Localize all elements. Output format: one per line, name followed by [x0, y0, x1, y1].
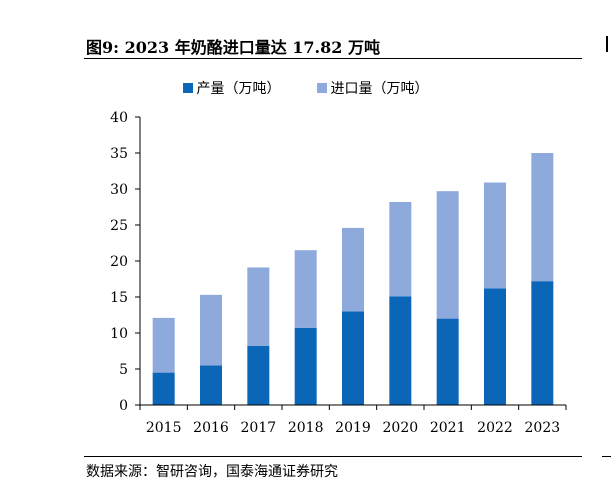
y-tick-label-35: 35	[110, 146, 128, 162]
bar-import-2015	[152, 317, 175, 373]
bar-production-2021	[436, 318, 459, 405]
bar-import-2017	[247, 267, 270, 346]
bar-production-2023	[531, 281, 554, 405]
data-source-note: 数据来源：智研咨询，国泰海通证券研究	[86, 464, 338, 480]
title-rule	[84, 58, 582, 59]
bar-production-2015	[152, 372, 175, 405]
bar-import-2016	[200, 294, 222, 366]
x-tick-label-2022: 2022	[477, 420, 513, 436]
y-tick-label-20: 20	[110, 254, 128, 270]
bar-production-2017	[247, 345, 270, 405]
x-tick-label-2016: 2016	[193, 420, 229, 436]
bar-import-2019	[342, 227, 364, 312]
x-tick-label-2015: 2015	[146, 420, 182, 436]
y-tick-label-40: 40	[110, 110, 128, 126]
bar-production-2022	[484, 288, 506, 405]
bar-import-2020	[389, 201, 412, 297]
source-rule	[84, 456, 582, 457]
bar-production-2016	[200, 365, 222, 405]
bar-import-2023	[531, 153, 554, 282]
y-tick-label-5: 5	[119, 362, 128, 378]
next-figure-edge-rule	[602, 456, 611, 457]
legend-item-import: 进口量（万吨）	[316, 78, 429, 98]
x-tick-label-2019: 2019	[335, 420, 371, 436]
chart-legend: 产量（万吨） 进口量（万吨）	[0, 78, 611, 98]
figure-title: 图9: 2023 年奶酪进口量达 17.82 万吨	[86, 38, 380, 57]
bar-production-2020	[389, 296, 412, 405]
y-tick-label-25: 25	[110, 218, 128, 234]
x-tick-label-2023: 2023	[525, 420, 561, 436]
y-tick-label-10: 10	[110, 326, 128, 342]
legend-swatch-import	[316, 83, 327, 93]
bar-production-2019	[342, 311, 364, 405]
x-tick-label-2020: 2020	[383, 420, 419, 436]
x-tick-label-2017: 2017	[241, 420, 277, 436]
bar-import-2018	[294, 250, 317, 328]
x-tick-label-2021: 2021	[430, 420, 466, 436]
bar-import-2021	[436, 191, 459, 319]
x-tick-label-2018: 2018	[288, 420, 324, 436]
legend-item-production: 产量（万吨）	[182, 78, 281, 98]
legend-label-import: 进口量（万吨）	[330, 81, 429, 97]
bar-import-2022	[484, 182, 506, 289]
bar-production-2018	[294, 327, 317, 405]
legend-label-production: 产量（万吨）	[196, 81, 281, 97]
y-tick-label-0: 0	[119, 398, 128, 414]
next-figure-edge-mark	[606, 36, 611, 52]
legend-swatch-production	[182, 83, 193, 93]
y-tick-label-30: 30	[110, 182, 128, 198]
y-tick-label-15: 15	[110, 290, 128, 306]
